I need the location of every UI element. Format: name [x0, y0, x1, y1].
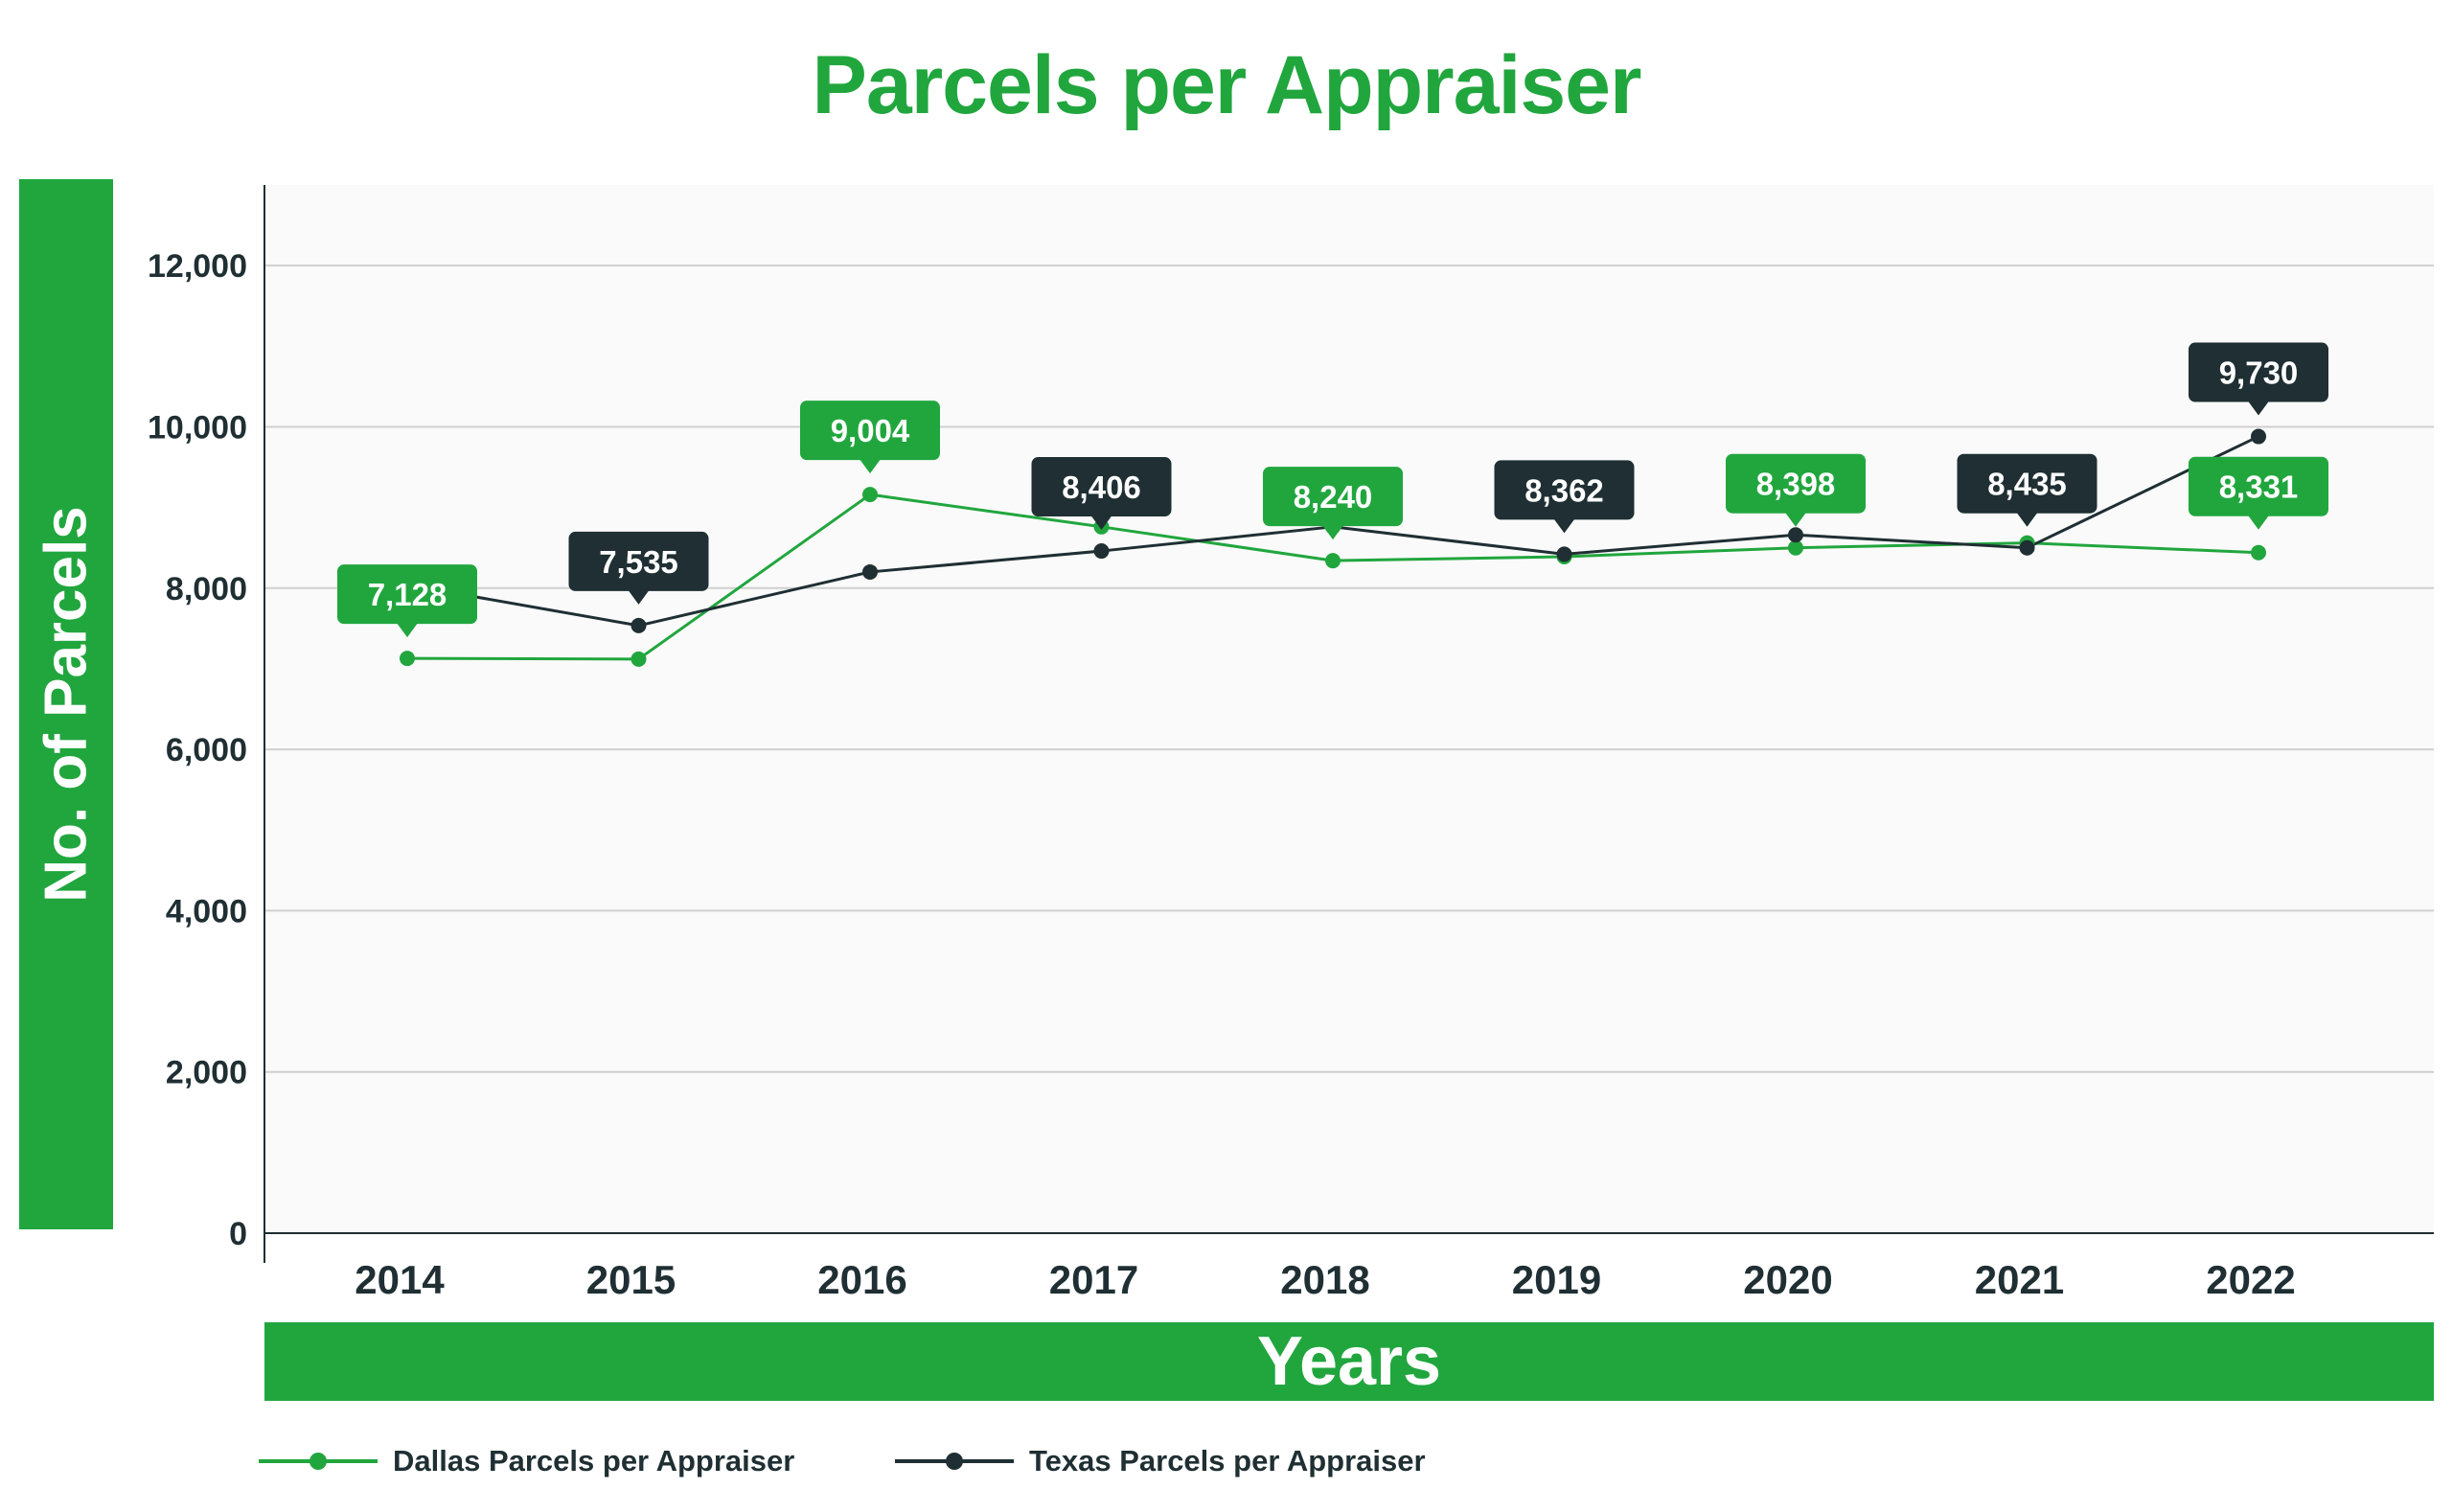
legend-item-dallas: Dallas Parcels per Appraiser [259, 1442, 794, 1480]
data-label-callout: 9,730 [2189, 342, 2328, 416]
data-point [1325, 553, 1341, 569]
grid-lines [264, 264, 2434, 1073]
legend-marker-texas [895, 1453, 1014, 1470]
y-tick-label: 8,000 [166, 571, 247, 607]
data-point [862, 487, 878, 503]
data-label: 8,362 [1525, 472, 1604, 508]
y-axis-title-bar [19, 179, 113, 1229]
x-tick-label: 2019 [1512, 1257, 1601, 1302]
callout-pointer [1785, 512, 1806, 527]
x-axis-title-bar [264, 1322, 2434, 1401]
data-label: 8,435 [1987, 467, 2067, 502]
callout-box [1726, 453, 1866, 514]
callout-box [337, 564, 477, 625]
data-label: 8,331 [2219, 470, 2299, 505]
data-label: 8,406 [1062, 470, 1141, 505]
callout-box [800, 401, 940, 461]
data-point [1788, 539, 1803, 556]
callout-pointer [860, 459, 881, 474]
plot-area [264, 185, 2434, 1233]
x-axis-title: Years [1256, 1323, 1442, 1400]
x-tick-label: 2018 [1280, 1257, 1369, 1302]
x-tick-label: 2014 [355, 1257, 445, 1302]
y-tick-label: 12,000 [148, 248, 247, 285]
legend-item-texas: Texas Parcels per Appraiser [895, 1442, 1426, 1480]
data-label-callout: 8,240 [1263, 467, 1403, 540]
axes: 0 2,000 4,000 6,000 8,000 10,000 12,000 2014 201… [148, 185, 2434, 1302]
data-label-callout: 8,398 [1726, 453, 1866, 527]
data-point [862, 563, 878, 580]
x-tick-label: 2015 [586, 1257, 676, 1302]
data-label-callout: 8,406 [1031, 457, 1172, 531]
data-labels: 7,128 9,004 8,240 8,398 8,331 7,535 8,406 8,362… [337, 342, 2328, 638]
data-point [1556, 546, 1572, 562]
callout-box [2189, 456, 2328, 516]
data-point [400, 651, 415, 667]
data-label-callout: 8,362 [1494, 460, 1635, 534]
data-label: 9,730 [2219, 355, 2299, 391]
data-point [2251, 428, 2266, 445]
data-label-callout: 8,435 [1957, 453, 2098, 527]
data-label: 7,535 [599, 544, 678, 580]
data-label: 8,398 [1756, 467, 1836, 502]
callout-pointer [2248, 401, 2269, 416]
callout-box [2189, 342, 2328, 402]
callout-box [1263, 467, 1403, 527]
y-tick-label: 4,000 [166, 893, 247, 929]
legend-marker-dallas [259, 1453, 378, 1470]
callout-pointer [1553, 518, 1575, 534]
callout-box [1494, 460, 1635, 520]
x-tick-label: 2017 [1049, 1257, 1138, 1302]
callout-box [1031, 457, 1172, 517]
y-tick-label: 6,000 [166, 732, 247, 768]
data-point [630, 617, 647, 633]
callout-pointer [628, 589, 650, 605]
data-point [2019, 539, 2035, 556]
data-label-callout: 7,128 [337, 564, 477, 638]
y-tick-label: 0 [229, 1216, 247, 1252]
callout-box [568, 531, 709, 591]
callout-box [1957, 453, 2098, 514]
data-label-callout: 8,331 [2189, 456, 2328, 530]
data-point [2251, 544, 2266, 561]
y-tick-label: 2,000 [166, 1055, 247, 1091]
chart-title: Parcels per Appraiser [812, 39, 1642, 131]
data-point [1093, 543, 1110, 560]
data-label: 8,240 [1294, 479, 1373, 515]
data-point [630, 651, 647, 667]
callout-pointer [397, 623, 418, 638]
legend-label-texas: Texas Parcels per Appraiser [1029, 1444, 1426, 1478]
legend-label-dallas: Dallas Parcels per Appraiser [393, 1444, 795, 1478]
data-label-callout: 7,535 [568, 531, 709, 605]
callout-pointer [2016, 512, 2038, 527]
y-tick-label: 10,000 [148, 409, 247, 446]
data-point [1788, 527, 1803, 543]
callout-pointer [1322, 525, 1343, 540]
x-tick-label: 2016 [817, 1257, 906, 1302]
data-series [400, 428, 2266, 667]
callout-pointer [2248, 515, 2269, 530]
callout-pointer [1090, 515, 1112, 531]
x-tick-label: 2022 [2206, 1257, 2295, 1302]
x-tick-label: 2020 [1743, 1257, 1832, 1302]
x-tick-label: 2021 [1975, 1257, 2064, 1302]
data-label-callout: 9,004 [800, 401, 940, 474]
data-label: 7,128 [368, 577, 447, 612]
data-label: 9,004 [831, 413, 910, 448]
